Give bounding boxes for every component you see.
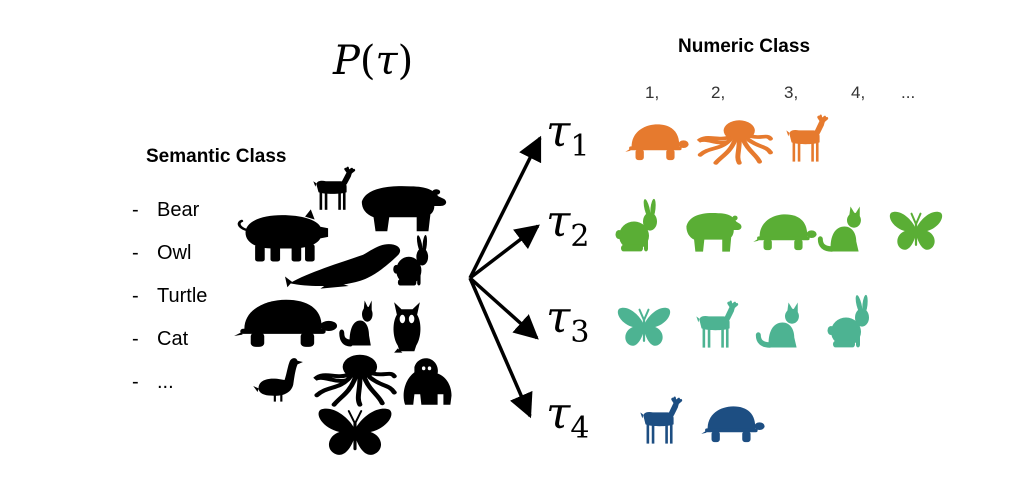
numeric-class-title: Numeric Class [678,36,810,57]
semantic-class-item: Owl [157,242,191,264]
pool-octopus-icon [313,354,397,407]
task-arrow [468,276,539,340]
distribution-close: ) [398,38,414,84]
semantic-class-list: - Bear- Owl- Turtle- Cat-... [132,199,207,393]
task-subscript: 1 [570,129,589,164]
task-subscript: 3 [570,315,589,350]
task-3-butterfly-icon [617,307,671,346]
task-arrow [468,224,540,280]
task-3-cat-icon [755,302,799,348]
semantic-class-item: Cat [157,328,189,350]
task-row-4: τ4 [546,388,765,446]
task-label: τ4 [546,388,589,446]
task-label: τ1 [546,106,589,164]
task-row-1: τ1 [546,106,829,165]
numeric-class-labels: 1, 2, 3, 4,... [645,83,915,102]
semantic-class-dash: - [132,199,139,221]
pool-deer-icon [313,166,356,210]
task-arrows [468,135,542,419]
pool-gorilla-icon [403,358,452,405]
task-2-bear-icon [686,212,742,252]
pool-pig-icon [237,209,329,262]
task-label: τ3 [546,292,589,350]
task-4-deer-icon [640,396,683,444]
task-2-rabbit-icon [615,198,657,252]
pool-bear-icon [361,186,447,232]
task-3-deer-icon [696,300,739,348]
semantic-class-dash: - [132,328,139,350]
task-label: τ2 [546,196,589,254]
animal-pool [234,166,452,455]
pool-owl-icon [393,302,421,353]
task-row-3: τ3 [546,292,869,350]
semantic-class-item: Bear [157,199,200,221]
task-1-octopus-icon [696,120,773,165]
task-arrow [468,277,533,419]
pool-turtle-icon [234,299,338,347]
semantic-class-dash: - [132,242,139,264]
pool-rabbit-icon [393,234,429,286]
numeric-class-label: 2, [711,83,725,102]
distribution-var: τ [376,38,399,84]
semantic-class-item: Turtle [157,285,207,307]
task-2-cat-icon [817,206,861,252]
pool-goose-icon [253,358,303,402]
task-rows: τ1 τ2 [546,106,943,446]
task-2-turtle-icon [753,214,817,251]
pool-butterfly-icon [318,408,392,455]
numeric-class-label: ... [901,83,915,102]
semantic-class-dash: - [132,371,139,393]
task-2-butterfly-icon [889,211,943,250]
semantic-class-item: ... [157,371,174,393]
task-1-turtle-icon [625,124,689,161]
task-row-2: τ2 [546,196,943,254]
numeric-class-label: 1, [645,83,659,102]
task-arrow [468,135,542,279]
task-symbol: τ [546,196,571,247]
task-4-turtle-icon [701,406,765,443]
distribution-func: P [332,38,361,84]
numeric-class-label: 3, [784,83,798,102]
task-3-rabbit-icon [827,294,869,348]
semantic-class-title: Semantic Class [146,146,286,167]
task-subscript: 2 [570,219,589,254]
distribution-open: ( [360,38,376,84]
pool-seal-icon [285,244,401,289]
task-symbol: τ [546,292,571,343]
numeric-class-label: 4, [851,83,865,102]
task-symbol: τ [546,106,571,157]
task-subscript: 4 [570,411,589,446]
task-1-deer-icon [786,114,829,162]
task-symbol: τ [546,388,571,439]
pool-cat-icon [339,300,373,347]
semantic-class-dash: - [132,285,139,307]
distribution-label: P(τ) [332,38,413,84]
